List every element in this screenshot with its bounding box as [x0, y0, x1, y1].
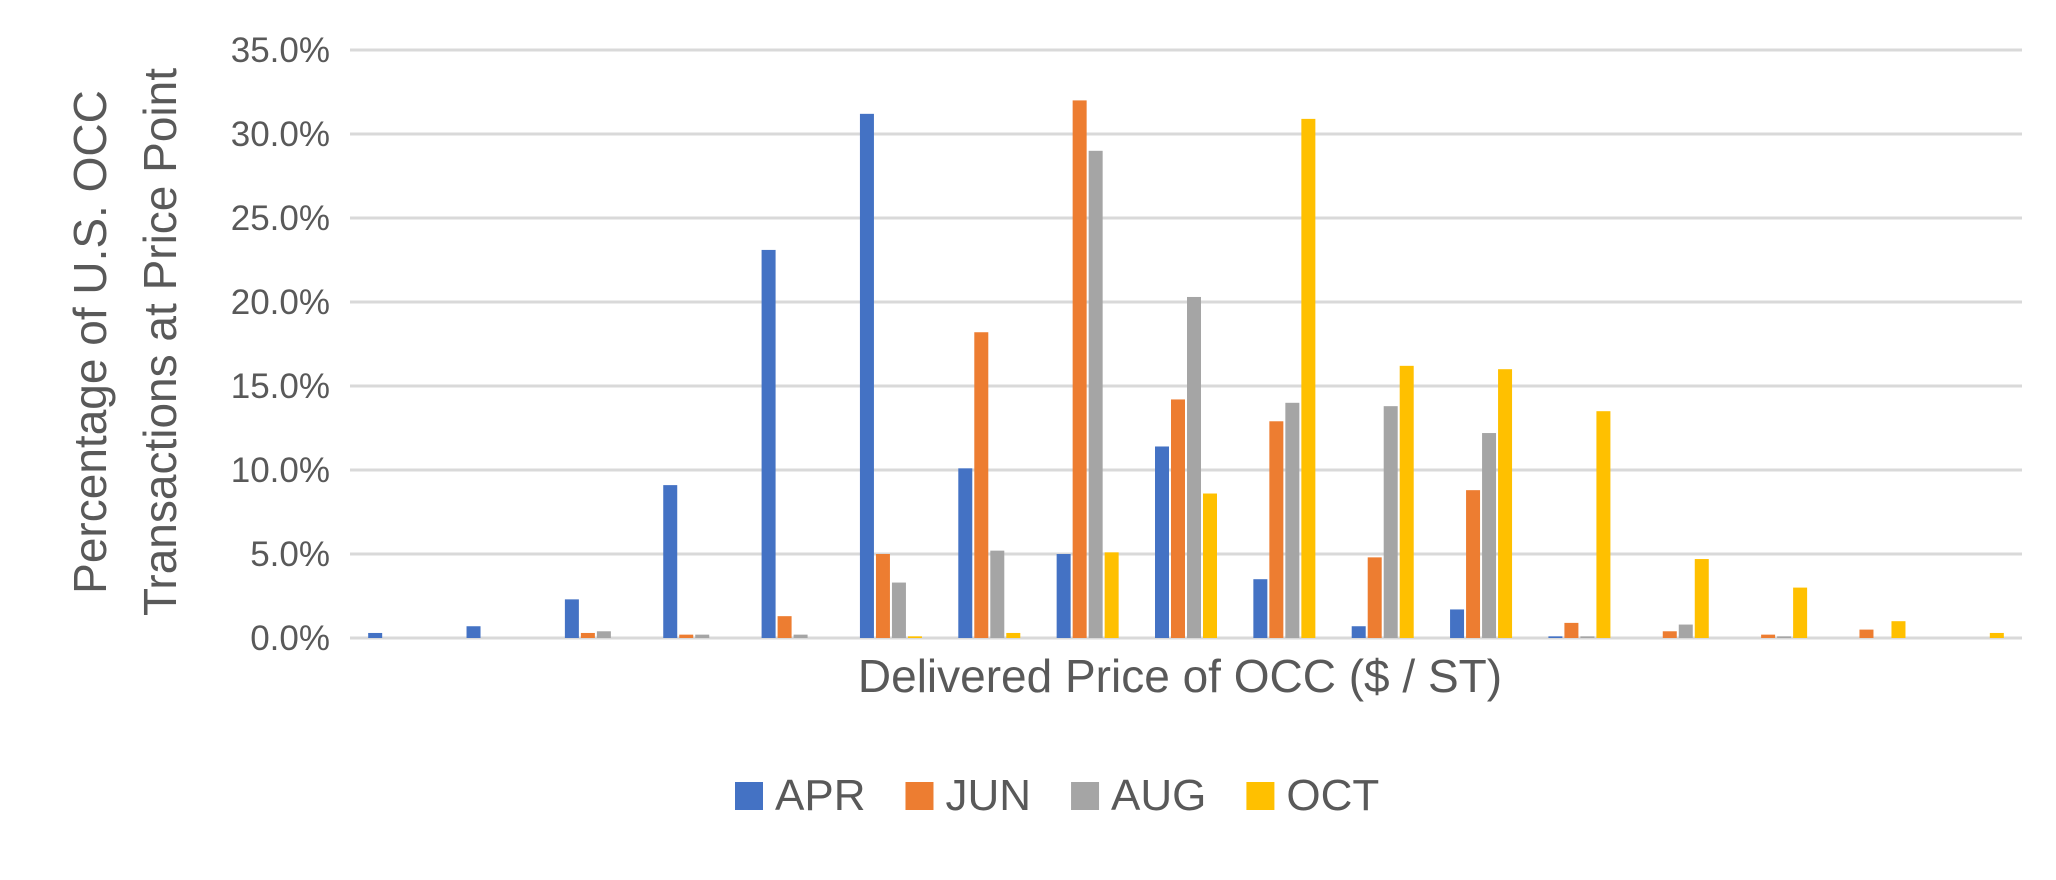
legend: APR JUN AUG OCT [735, 771, 1379, 820]
y-axis-title-line-2: Transactions at Price Point [134, 68, 186, 616]
bar-oct [1203, 493, 1217, 638]
bar-aug [1285, 402, 1300, 638]
bar-aug [1187, 296, 1201, 638]
bar-aug [1580, 636, 1595, 638]
bar-jun [1269, 421, 1284, 638]
y-tick-label: 25.0% [231, 199, 330, 238]
bar-apr [958, 468, 973, 638]
bar-apr [1450, 609, 1465, 638]
bar-jun [679, 634, 694, 638]
bar-oct [1596, 411, 1611, 638]
y-tick-label: 35.0% [231, 31, 330, 70]
y-axis-title-line-1: Percentage of U.S. OCC [64, 90, 116, 594]
legend-swatch-jun [905, 782, 934, 810]
bar-aug [1383, 406, 1398, 638]
bar-oct [1891, 621, 1906, 638]
legend-label-jun: JUN [945, 771, 1031, 820]
bar-apr [1548, 636, 1563, 638]
bar-jun [777, 616, 792, 638]
bar-apr [1253, 579, 1268, 638]
bar-jun [1466, 490, 1481, 638]
bar-oct [1498, 369, 1513, 638]
bar-apr [368, 632, 383, 638]
bar-aug [891, 582, 906, 638]
bar-jun [580, 632, 595, 638]
bar-oct [1694, 559, 1709, 638]
legend-swatch-apr [735, 782, 763, 810]
y-tick-label: 10.0% [231, 451, 330, 490]
y-tick-label: 5.0% [250, 535, 330, 574]
bar-aug [1777, 636, 1792, 638]
bar-jun [1072, 100, 1087, 638]
bar-aug [596, 631, 611, 638]
legend-swatch-oct [1246, 782, 1275, 810]
bar-jun [1367, 557, 1382, 638]
bar-oct [1301, 118, 1316, 638]
bar-apr [859, 113, 874, 639]
bar-apr [564, 599, 579, 638]
legend-label-apr: APR [775, 771, 865, 820]
bar-jun [1564, 622, 1579, 638]
y-tick-label: 30.0% [231, 115, 330, 154]
bar-jun [1171, 399, 1185, 638]
bar-aug [1678, 624, 1693, 638]
bar-aug [695, 634, 710, 638]
bar-jun [875, 554, 890, 638]
y-tick-label: 15.0% [231, 367, 330, 406]
gridlines [350, 48, 2022, 640]
bar-oct [1793, 587, 1808, 638]
bars [368, 100, 2004, 639]
x-axis-title: Delivered Price of OCC ($ / ST) [858, 650, 1502, 702]
legend-swatch-aug [1071, 782, 1100, 810]
bar-oct [907, 636, 922, 638]
bar-aug [1088, 150, 1103, 639]
bar-oct [1399, 365, 1414, 638]
bar-aug [793, 634, 808, 638]
bar-apr [1056, 554, 1071, 638]
bar-oct [1989, 632, 2004, 638]
y-tick-label: 20.0% [231, 283, 330, 322]
bar-oct [1104, 552, 1119, 638]
bar-oct [1006, 632, 1021, 638]
y-tick-label: 0.0% [250, 619, 330, 658]
bar-jun [1761, 634, 1776, 638]
bar-jun [1662, 631, 1677, 638]
bar-apr [1155, 446, 1169, 638]
bar-aug [990, 550, 1005, 638]
legend-label-aug: AUG [1111, 771, 1206, 820]
bar-apr [1351, 626, 1366, 638]
bar-apr [663, 485, 678, 638]
bar-apr [761, 249, 776, 639]
bar-apr [466, 626, 481, 638]
bar-jun [974, 332, 989, 638]
y-axis-tick-labels: 0.0% 5.0% 10.0% 15.0% 20.0% 25.0% 30.0% 35.0% [231, 31, 330, 658]
bar-jun [1859, 629, 1874, 638]
bar-aug [1482, 433, 1497, 638]
legend-label-oct: OCT [1286, 771, 1379, 820]
